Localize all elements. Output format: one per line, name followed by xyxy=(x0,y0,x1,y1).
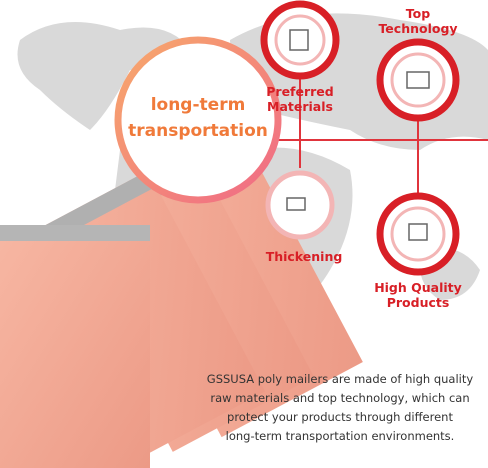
feature-icons xyxy=(260,0,460,276)
description-line: protect your products through different xyxy=(227,410,453,424)
feature-labels: Preferred Materials Top Technology Thick… xyxy=(266,6,462,310)
mailers xyxy=(0,141,363,468)
description-line: long-term transportation environments. xyxy=(226,429,455,443)
feature-label: Thickening xyxy=(266,249,343,264)
description: GSSUSA poly mailers are made of high qua… xyxy=(207,372,474,443)
connectors xyxy=(270,75,488,195)
center-label: transportation xyxy=(128,121,268,141)
description-line: raw materials and top technology, which … xyxy=(210,391,469,405)
description-line: GSSUSA poly mailers are made of high qua… xyxy=(207,372,474,386)
feature-label: Preferred xyxy=(266,84,333,99)
feature-label: High Quality xyxy=(374,280,462,295)
feature-label: Materials xyxy=(267,99,333,114)
feature-label: Top xyxy=(406,6,430,21)
feature-label: Products xyxy=(387,295,450,310)
center-label: long-term xyxy=(151,95,246,115)
center-circle: long-term transportation xyxy=(114,36,282,204)
feature-label: Technology xyxy=(378,21,457,36)
